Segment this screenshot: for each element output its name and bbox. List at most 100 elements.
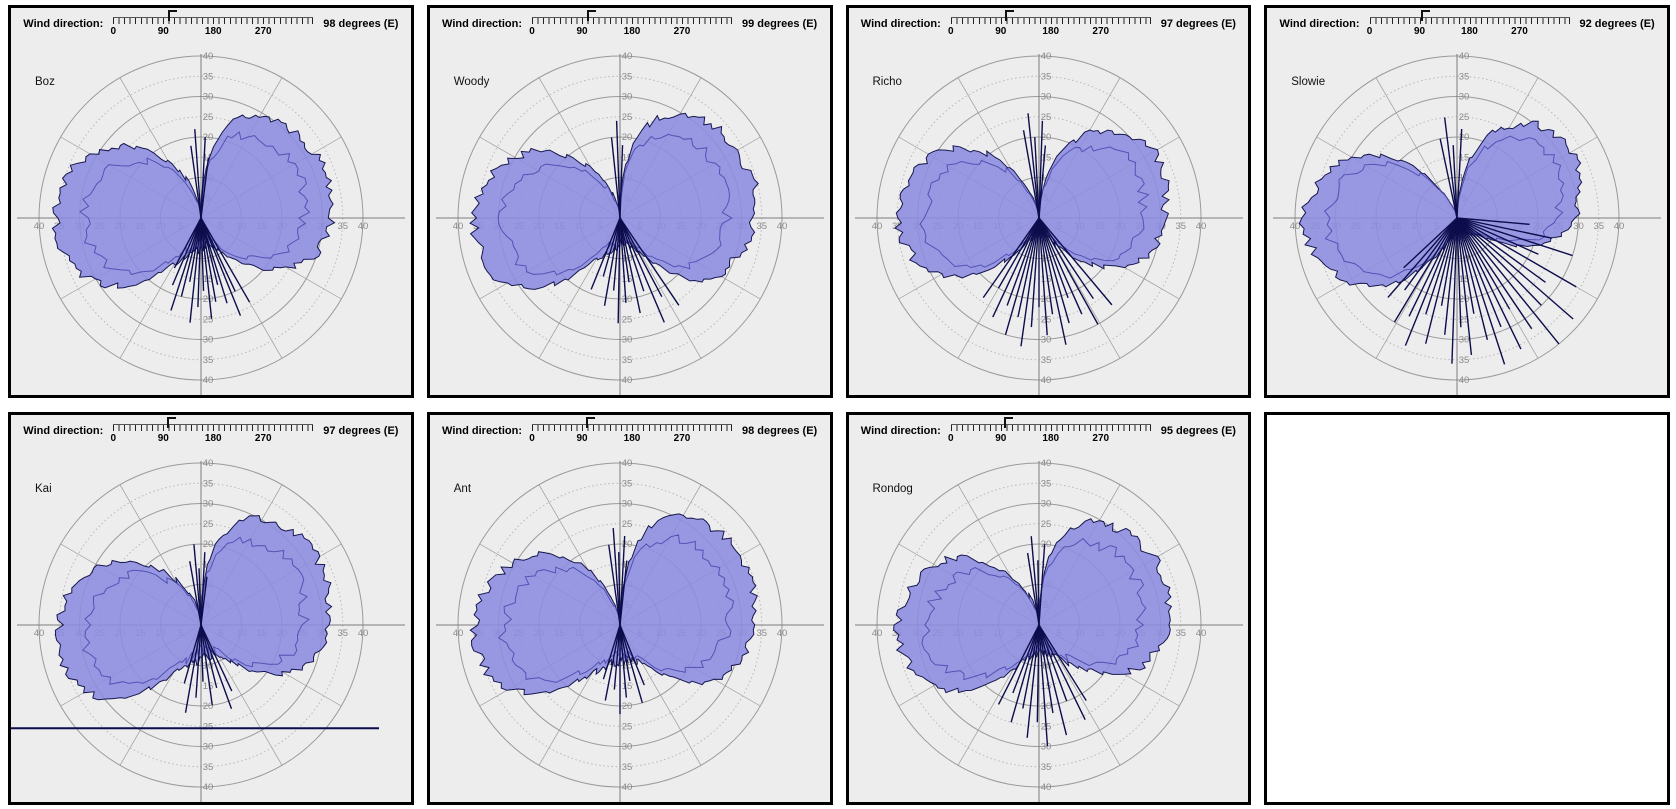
svg-text:30: 30 — [621, 499, 632, 510]
slider-tick-label: 180 — [204, 433, 222, 444]
svg-text:30: 30 — [1040, 499, 1051, 510]
svg-text:30: 30 — [203, 742, 214, 753]
slider-tick-label: 90 — [1413, 26, 1426, 37]
svg-text:40: 40 — [776, 628, 787, 639]
svg-text:40: 40 — [621, 51, 632, 62]
wind-direction-label: Wind direction: — [860, 425, 941, 437]
panel-header: Wind direction: 0 90 180 270 99 degrees (E) — [430, 8, 830, 50]
svg-text:40: 40 — [1290, 221, 1301, 232]
svg-text:35: 35 — [1040, 762, 1051, 773]
wind-direction-value: 98 degrees (E) — [323, 18, 399, 30]
svg-text:35: 35 — [1175, 628, 1186, 639]
panel-title: Boz — [35, 76, 55, 88]
svg-text:40: 40 — [358, 628, 369, 639]
svg-text:35: 35 — [1459, 71, 1470, 82]
svg-text:25: 25 — [1459, 112, 1470, 123]
svg-text:25: 25 — [203, 112, 214, 123]
svg-text:15: 15 — [621, 152, 632, 163]
wind-direction-slider[interactable]: 0 90 180 270 — [1367, 10, 1570, 42]
svg-text:10: 10 — [1040, 254, 1051, 265]
svg-text:35: 35 — [756, 221, 767, 232]
wind-direction-slider[interactable]: 0 90 180 270 — [948, 417, 1151, 449]
svg-text:20: 20 — [621, 701, 632, 712]
wind-direction-slider[interactable]: 0 90 180 270 — [110, 417, 314, 449]
wind-direction-value: 92 degrees (E) — [1579, 18, 1655, 30]
slider-tick-label: 0 — [110, 433, 117, 444]
svg-text:30: 30 — [1040, 92, 1051, 103]
slider-tick-label: 180 — [1042, 433, 1060, 444]
svg-text:35: 35 — [337, 628, 348, 639]
svg-text:40: 40 — [621, 375, 632, 386]
svg-text:25: 25 — [621, 519, 632, 530]
slider-tick-strip — [113, 18, 314, 24]
wind-direction-slider[interactable]: 0 90 180 270 — [110, 10, 314, 42]
svg-text:35: 35 — [1040, 355, 1051, 366]
svg-text:25: 25 — [621, 721, 632, 732]
wind-direction-label: Wind direction: — [1279, 18, 1360, 30]
panel-title: Richo — [872, 76, 902, 88]
svg-text:40: 40 — [1459, 51, 1470, 62]
svg-text:35: 35 — [621, 71, 632, 82]
panel-title: Slowie — [1291, 76, 1326, 88]
svg-text:20: 20 — [621, 132, 632, 143]
slider-thumb[interactable] — [167, 10, 177, 21]
svg-text:40: 40 — [1040, 375, 1051, 386]
slider-tick-strip — [113, 425, 314, 431]
slider-thumb[interactable] — [1420, 10, 1430, 21]
svg-text:40: 40 — [871, 221, 882, 232]
svg-text:40: 40 — [1614, 221, 1625, 232]
svg-text:20: 20 — [621, 539, 632, 550]
wind-direction-slider[interactable]: 0 90 180 270 — [529, 10, 732, 42]
polar-chart-svg: 5555101010101515151520202020252525253030… — [435, 458, 824, 802]
svg-text:35: 35 — [756, 628, 767, 639]
polar-chart-svg: 5555101010101515151520202020252525253030… — [1273, 51, 1662, 395]
svg-text:30: 30 — [1459, 335, 1470, 346]
slider-tick-strip — [532, 425, 732, 431]
svg-text:35: 35 — [337, 221, 348, 232]
svg-text:20: 20 — [1040, 294, 1051, 305]
slider-rail — [950, 17, 1151, 18]
slider-thumb[interactable] — [587, 10, 596, 21]
svg-text:35: 35 — [621, 355, 632, 366]
slider-tick-labels: 0 90 180 270 — [529, 433, 732, 446]
svg-text:35: 35 — [1040, 71, 1051, 82]
slider-tick-label: 0 — [529, 433, 535, 444]
slider-thumb[interactable] — [167, 417, 177, 428]
slider-thumb[interactable] — [1004, 10, 1014, 21]
polar-plot-area: Boz 555510101010151515152020202025252525… — [11, 50, 411, 395]
slider-tick-label: 90 — [995, 433, 1007, 444]
wind-direction-slider[interactable]: 0 90 180 270 — [529, 417, 732, 449]
polar-chart-svg: 5555101010101515151520202020252525253030… — [854, 51, 1243, 395]
slider-tick-label: 90 — [157, 433, 169, 444]
wind-direction-slider[interactable]: 0 90 180 270 — [948, 10, 1151, 42]
svg-text:20: 20 — [203, 539, 214, 550]
slider-tick-label: 180 — [1461, 26, 1478, 37]
slider-thumb[interactable] — [1003, 417, 1013, 428]
panel-header: Wind direction: 0 90 180 270 95 degrees (E) — [849, 415, 1249, 457]
empty-panel — [1264, 412, 1670, 805]
slider-tick-strip — [532, 18, 732, 24]
polar-chart-svg: 5555101010101515151520202020252525253030… — [17, 51, 405, 395]
panel-title: Woody — [453, 76, 490, 88]
slider-tick-label: 180 — [623, 26, 641, 37]
slider-rail — [532, 424, 732, 425]
svg-text:35: 35 — [1040, 478, 1051, 489]
svg-text:35: 35 — [1175, 221, 1186, 232]
svg-text:40: 40 — [1195, 221, 1206, 232]
wind-direction-label: Wind direction: — [442, 18, 522, 30]
slider-tick-label: 270 — [673, 433, 691, 444]
slider-tick-labels: 0 90 180 270 — [948, 433, 1151, 446]
slider-thumb[interactable] — [586, 417, 596, 428]
slider-rail — [113, 424, 314, 425]
svg-text:15: 15 — [203, 681, 214, 692]
panel-title: Ant — [453, 483, 472, 495]
wind-pattern-panel: Wind direction: 0 90 180 270 99 degrees (E)… — [426, 5, 833, 398]
slider-tick-strip — [950, 18, 1151, 24]
svg-text:20: 20 — [1040, 132, 1051, 143]
wind-direction-label: Wind direction: — [23, 18, 104, 30]
svg-text:30: 30 — [1459, 92, 1470, 103]
slider-tick-labels: 0 90 180 270 — [1367, 26, 1570, 39]
svg-text:30: 30 — [621, 742, 632, 753]
slider-tick-labels: 0 90 180 270 — [529, 26, 732, 39]
wind-direction-value: 97 degrees (E) — [1160, 18, 1236, 30]
